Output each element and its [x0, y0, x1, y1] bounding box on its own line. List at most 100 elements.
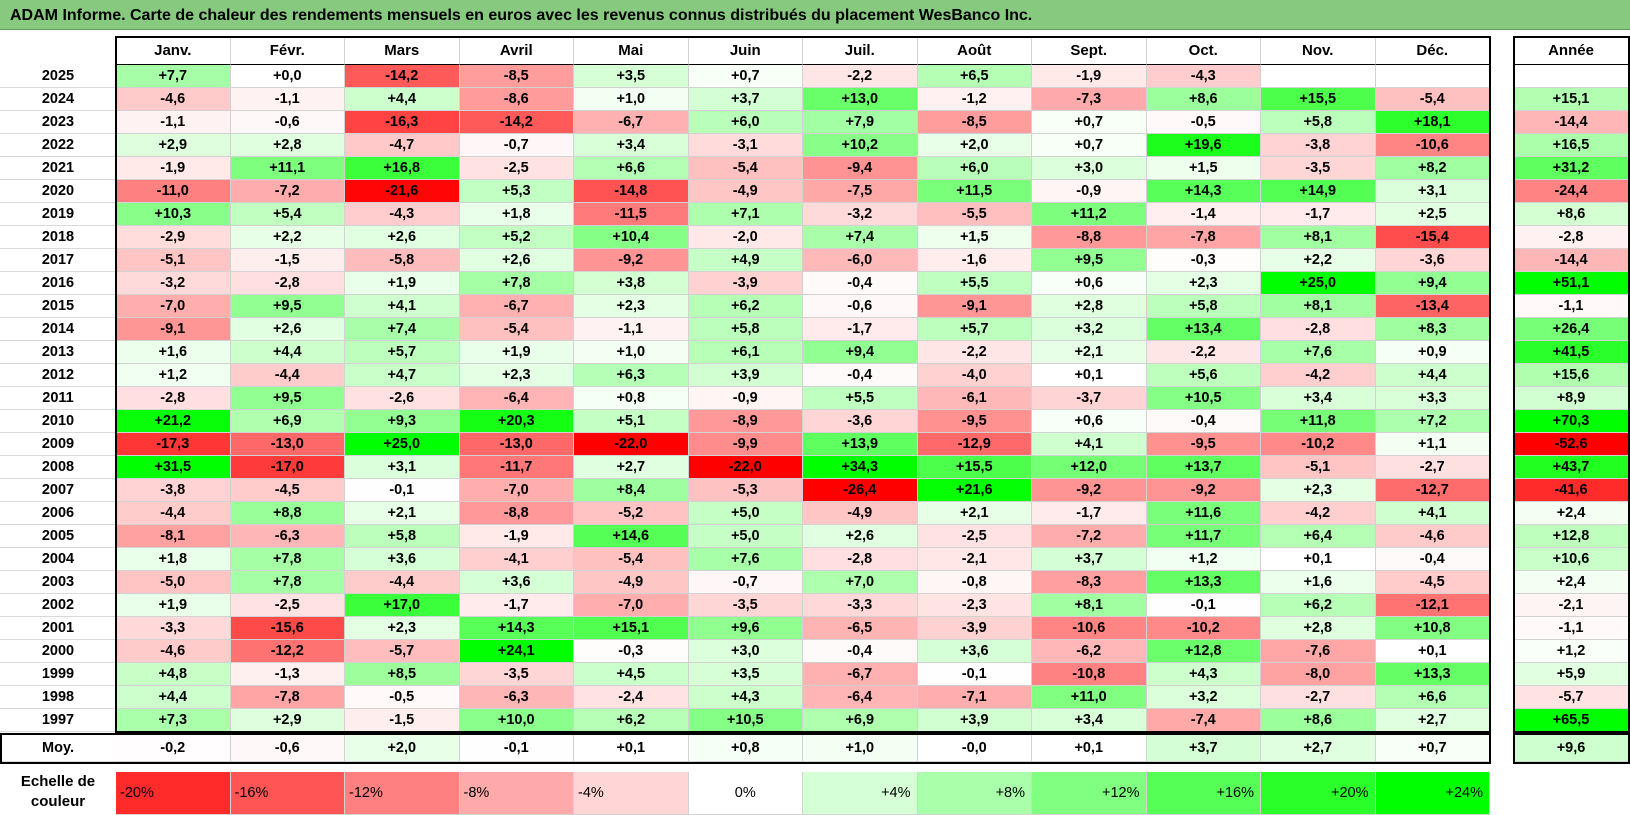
heatmap-cell: +0,1	[1375, 640, 1490, 663]
scale-swatch: +12%	[1032, 772, 1147, 815]
heatmap-cell: +1,6	[116, 341, 231, 364]
heatmap-cell: +2,2	[230, 226, 345, 249]
heatmap-cell: -14,2	[459, 111, 574, 134]
heatmap-cell: +2,3	[1261, 479, 1376, 502]
heatmap-cell: -3,5	[1261, 157, 1376, 180]
heatmap-cell: +19,6	[1146, 134, 1261, 157]
heatmap-cell: -1,1	[230, 88, 345, 111]
heatmap-cell: +8,8	[230, 502, 345, 525]
heatmap-cell: +8,2	[1375, 157, 1490, 180]
heatmap-cell: -2,7	[1261, 686, 1376, 709]
heatmap-cell: +4,4	[345, 88, 460, 111]
year-label: 1997	[0, 709, 116, 732]
heatmap-cell: -4,3	[345, 203, 460, 226]
heatmap-cell: +8,5	[345, 663, 460, 686]
heatmap-cell: -5,1	[116, 249, 231, 272]
heatmap-cell: +15,1	[574, 617, 689, 640]
heatmap-cell: -9,1	[116, 318, 231, 341]
heatmap-cell: +2,7	[574, 456, 689, 479]
heatmap-cell: +7,0	[803, 571, 918, 594]
heatmap-cell: +7,2	[1375, 410, 1490, 433]
heatmap-cell: +5,8	[1261, 111, 1376, 134]
heatmap-cell: +3,7	[1032, 548, 1147, 571]
heatmap-cell: +2,8	[1261, 617, 1376, 640]
annual-cell: +8,6	[1514, 203, 1629, 226]
heatmap-cell: -2,7	[1375, 456, 1490, 479]
year-label: 2017	[0, 249, 116, 272]
heatmap-cell: +8,3	[1375, 318, 1490, 341]
annual-cell: -2,8	[1514, 226, 1629, 249]
annual-cell: +15,1	[1514, 88, 1629, 111]
heatmap-cell: +4,1	[345, 295, 460, 318]
heatmap-cell: -8,8	[1032, 226, 1147, 249]
heatmap-cell: +7,8	[459, 272, 574, 295]
month-header: Févr.	[230, 36, 345, 65]
heatmap-cell: +2,6	[803, 525, 918, 548]
heatmap-cell: +1,2	[1146, 548, 1261, 571]
heatmap-cell: -9,2	[1146, 479, 1261, 502]
heatmap-cell: -0,5	[345, 686, 460, 709]
annual-cell: -14,4	[1514, 249, 1629, 272]
heatmap-cell: -1,7	[803, 318, 918, 341]
heatmap-cell: -1,9	[459, 525, 574, 548]
heatmap-cell: +4,1	[1032, 433, 1147, 456]
heatmap-cell: +2,6	[459, 249, 574, 272]
heatmap-cell: -3,9	[688, 272, 803, 295]
year-label: 2009	[0, 433, 116, 456]
heatmap-cell: -0,7	[459, 134, 574, 157]
heatmap-cell: +3,2	[1032, 318, 1147, 341]
heatmap-cell: -17,3	[116, 433, 231, 456]
heatmap-cell: -10,6	[1032, 617, 1147, 640]
heatmap-cell: +3,9	[917, 709, 1032, 732]
heatmap-cell: +2,1	[917, 502, 1032, 525]
scale-swatch: -8%	[459, 772, 574, 815]
heatmap-cell: +3,3	[1375, 387, 1490, 410]
heatmap-cell: -6,7	[803, 663, 918, 686]
heatmap-cell: +6,2	[1261, 594, 1376, 617]
annual-cell: +2,4	[1514, 571, 1629, 594]
color-scale-label: Echelle de couleur	[20, 773, 96, 810]
heatmap-cell: -7,4	[1146, 709, 1261, 732]
heatmap-cell: -4,7	[345, 134, 460, 157]
heatmap-cell: +10,2	[803, 134, 918, 157]
heatmap-cell: +5,8	[1146, 295, 1261, 318]
heatmap-cell: -3,8	[116, 479, 231, 502]
heatmap-cell: +14,6	[574, 525, 689, 548]
heatmap-cell: -8,6	[459, 88, 574, 111]
heatmap-cell: -3,5	[459, 663, 574, 686]
year-label: 2001	[0, 617, 116, 640]
heatmap-cell: -1,5	[345, 709, 460, 732]
scale-swatch: +4%	[803, 772, 918, 815]
year-label: 1999	[0, 663, 116, 686]
heatmap-cell: +9,5	[230, 295, 345, 318]
heatmap-cell: -3,9	[917, 617, 1032, 640]
year-label: 2004	[0, 548, 116, 571]
heatmap-cell: -2,5	[459, 157, 574, 180]
annual-cell: -52,6	[1514, 433, 1629, 456]
heatmap-cell: -2,9	[116, 226, 231, 249]
heatmap-cell: +6,9	[803, 709, 918, 732]
heatmap-cell: +13,0	[803, 88, 918, 111]
heatmap-cell: +10,3	[116, 203, 231, 226]
heatmap-cell: +6,0	[688, 111, 803, 134]
heatmap-cell: -26,4	[803, 479, 918, 502]
month-header: Juil.	[803, 36, 918, 65]
heatmap-cell: -12,1	[1375, 594, 1490, 617]
heatmap-cell: -9,4	[803, 157, 918, 180]
heatmap-cell: -2,1	[917, 548, 1032, 571]
heatmap-cell: +6,1	[688, 341, 803, 364]
heatmap-cell: -4,1	[459, 548, 574, 571]
heatmap-cell: -0,4	[1146, 410, 1261, 433]
heatmap-cell: +3,4	[574, 134, 689, 157]
annual-cell: +5,9	[1514, 663, 1629, 686]
heatmap-cell: +2,3	[459, 364, 574, 387]
heatmap-cell: +3,6	[345, 548, 460, 571]
heatmap-cell: -4,6	[116, 88, 231, 111]
heatmap-cell: -9,1	[917, 295, 1032, 318]
scale-swatch: 0%	[688, 772, 803, 815]
month-header: Déc.	[1375, 36, 1490, 65]
heatmap-cell: -13,0	[230, 433, 345, 456]
heatmap-cell: -8,5	[459, 65, 574, 88]
heatmap-cell: -11,7	[459, 456, 574, 479]
heatmap-cell: +1,1	[1375, 433, 1490, 456]
